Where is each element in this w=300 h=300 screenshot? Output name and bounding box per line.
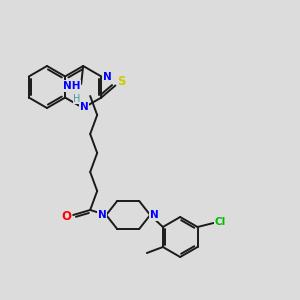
Text: Cl: Cl: [215, 217, 226, 227]
Text: H: H: [74, 94, 81, 104]
Text: N: N: [150, 210, 159, 220]
Text: O: O: [61, 209, 71, 223]
Text: NH: NH: [63, 81, 81, 91]
Text: S: S: [117, 75, 126, 88]
Text: N: N: [80, 102, 88, 112]
Text: N: N: [98, 210, 106, 220]
Text: N: N: [103, 73, 112, 82]
